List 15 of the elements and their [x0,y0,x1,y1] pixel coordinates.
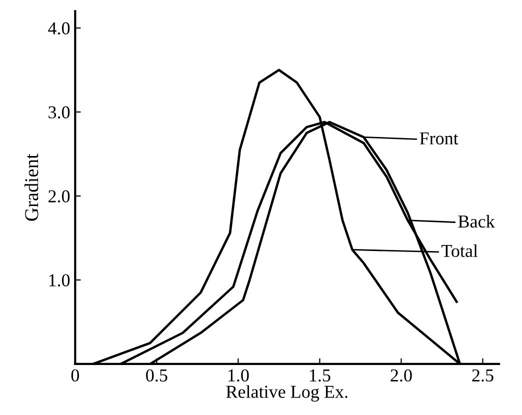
legend-label: Front [420,132,458,144]
x-tick-label: 1.5 [310,369,330,382]
legend-label: Back [458,214,495,228]
x-tick-label: 0 [71,369,79,382]
y-tick-label: 1.0 [49,274,70,286]
x-tick-label: 0.5 [146,369,168,382]
y-tick-label: 4.0 [48,22,70,35]
x-tick-label: 1.0 [228,369,249,382]
y-axis-title: Gradient [24,154,38,221]
y-tick-label: 2.0 [48,190,70,202]
y-tick-label: 3.0 [48,106,70,119]
x-tick-label: 2.5 [472,369,494,382]
x-axis-title: Relative Log Ex. [226,385,348,402]
x-tick-label: 2.0 [390,369,412,382]
legend-label: Total [442,244,478,258]
